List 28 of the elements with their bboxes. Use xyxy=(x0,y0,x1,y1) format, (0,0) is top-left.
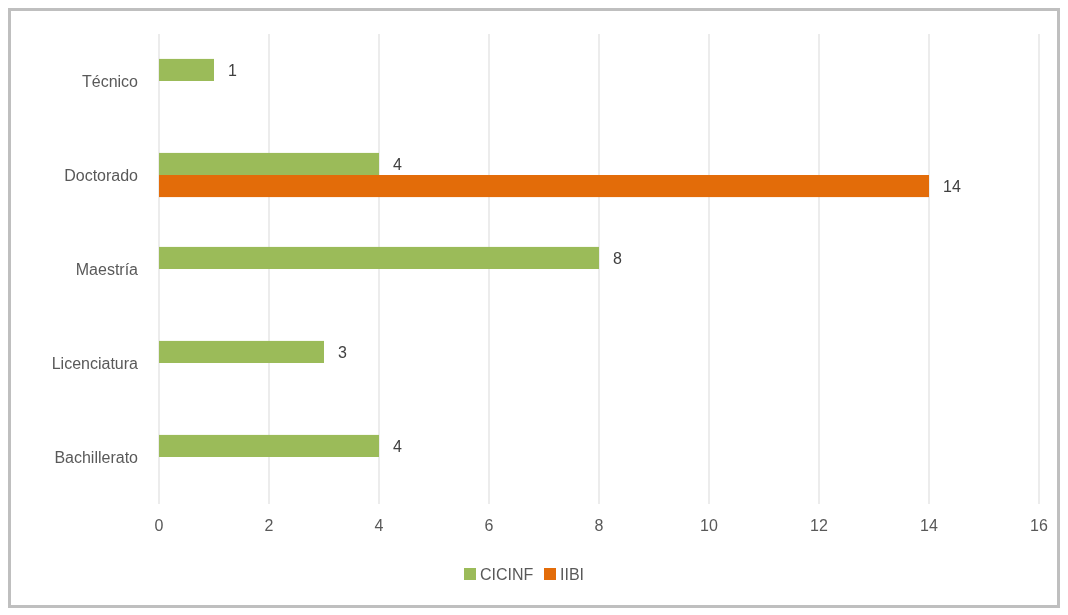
x-tick-label: 16 xyxy=(1030,517,1048,534)
y-tick-label: Técnico xyxy=(81,72,139,90)
y-tick-label: Licenciatura xyxy=(51,354,139,372)
y-tick-label: Doctorado xyxy=(64,166,139,184)
data-label: 8 xyxy=(613,249,622,267)
data-label: 1 xyxy=(228,61,237,79)
bar xyxy=(159,340,324,363)
y-tick-label: Maestría xyxy=(75,260,139,278)
legend-label: IIBI xyxy=(560,565,585,583)
bar xyxy=(159,152,379,175)
data-label: 14 xyxy=(943,177,961,195)
legend-label: CICINF xyxy=(480,565,534,583)
data-label: 4 xyxy=(393,155,402,173)
data-label: 4 xyxy=(393,437,402,455)
x-tick-label: 8 xyxy=(594,517,604,534)
x-tick-label: 14 xyxy=(920,517,938,534)
x-tick-label: 12 xyxy=(810,517,828,534)
x-tick-label: 6 xyxy=(484,517,494,534)
bar xyxy=(159,434,379,457)
x-tick-label: 10 xyxy=(700,517,718,534)
data-label: 3 xyxy=(338,343,347,361)
bar xyxy=(159,246,599,269)
y-tick-label: Bachillerato xyxy=(54,448,139,466)
x-tick-label: 4 xyxy=(374,517,384,534)
x-tick-label: 0 xyxy=(154,517,164,534)
bar xyxy=(159,58,214,81)
x-tick-label: 2 xyxy=(264,517,274,534)
bar xyxy=(159,175,929,198)
